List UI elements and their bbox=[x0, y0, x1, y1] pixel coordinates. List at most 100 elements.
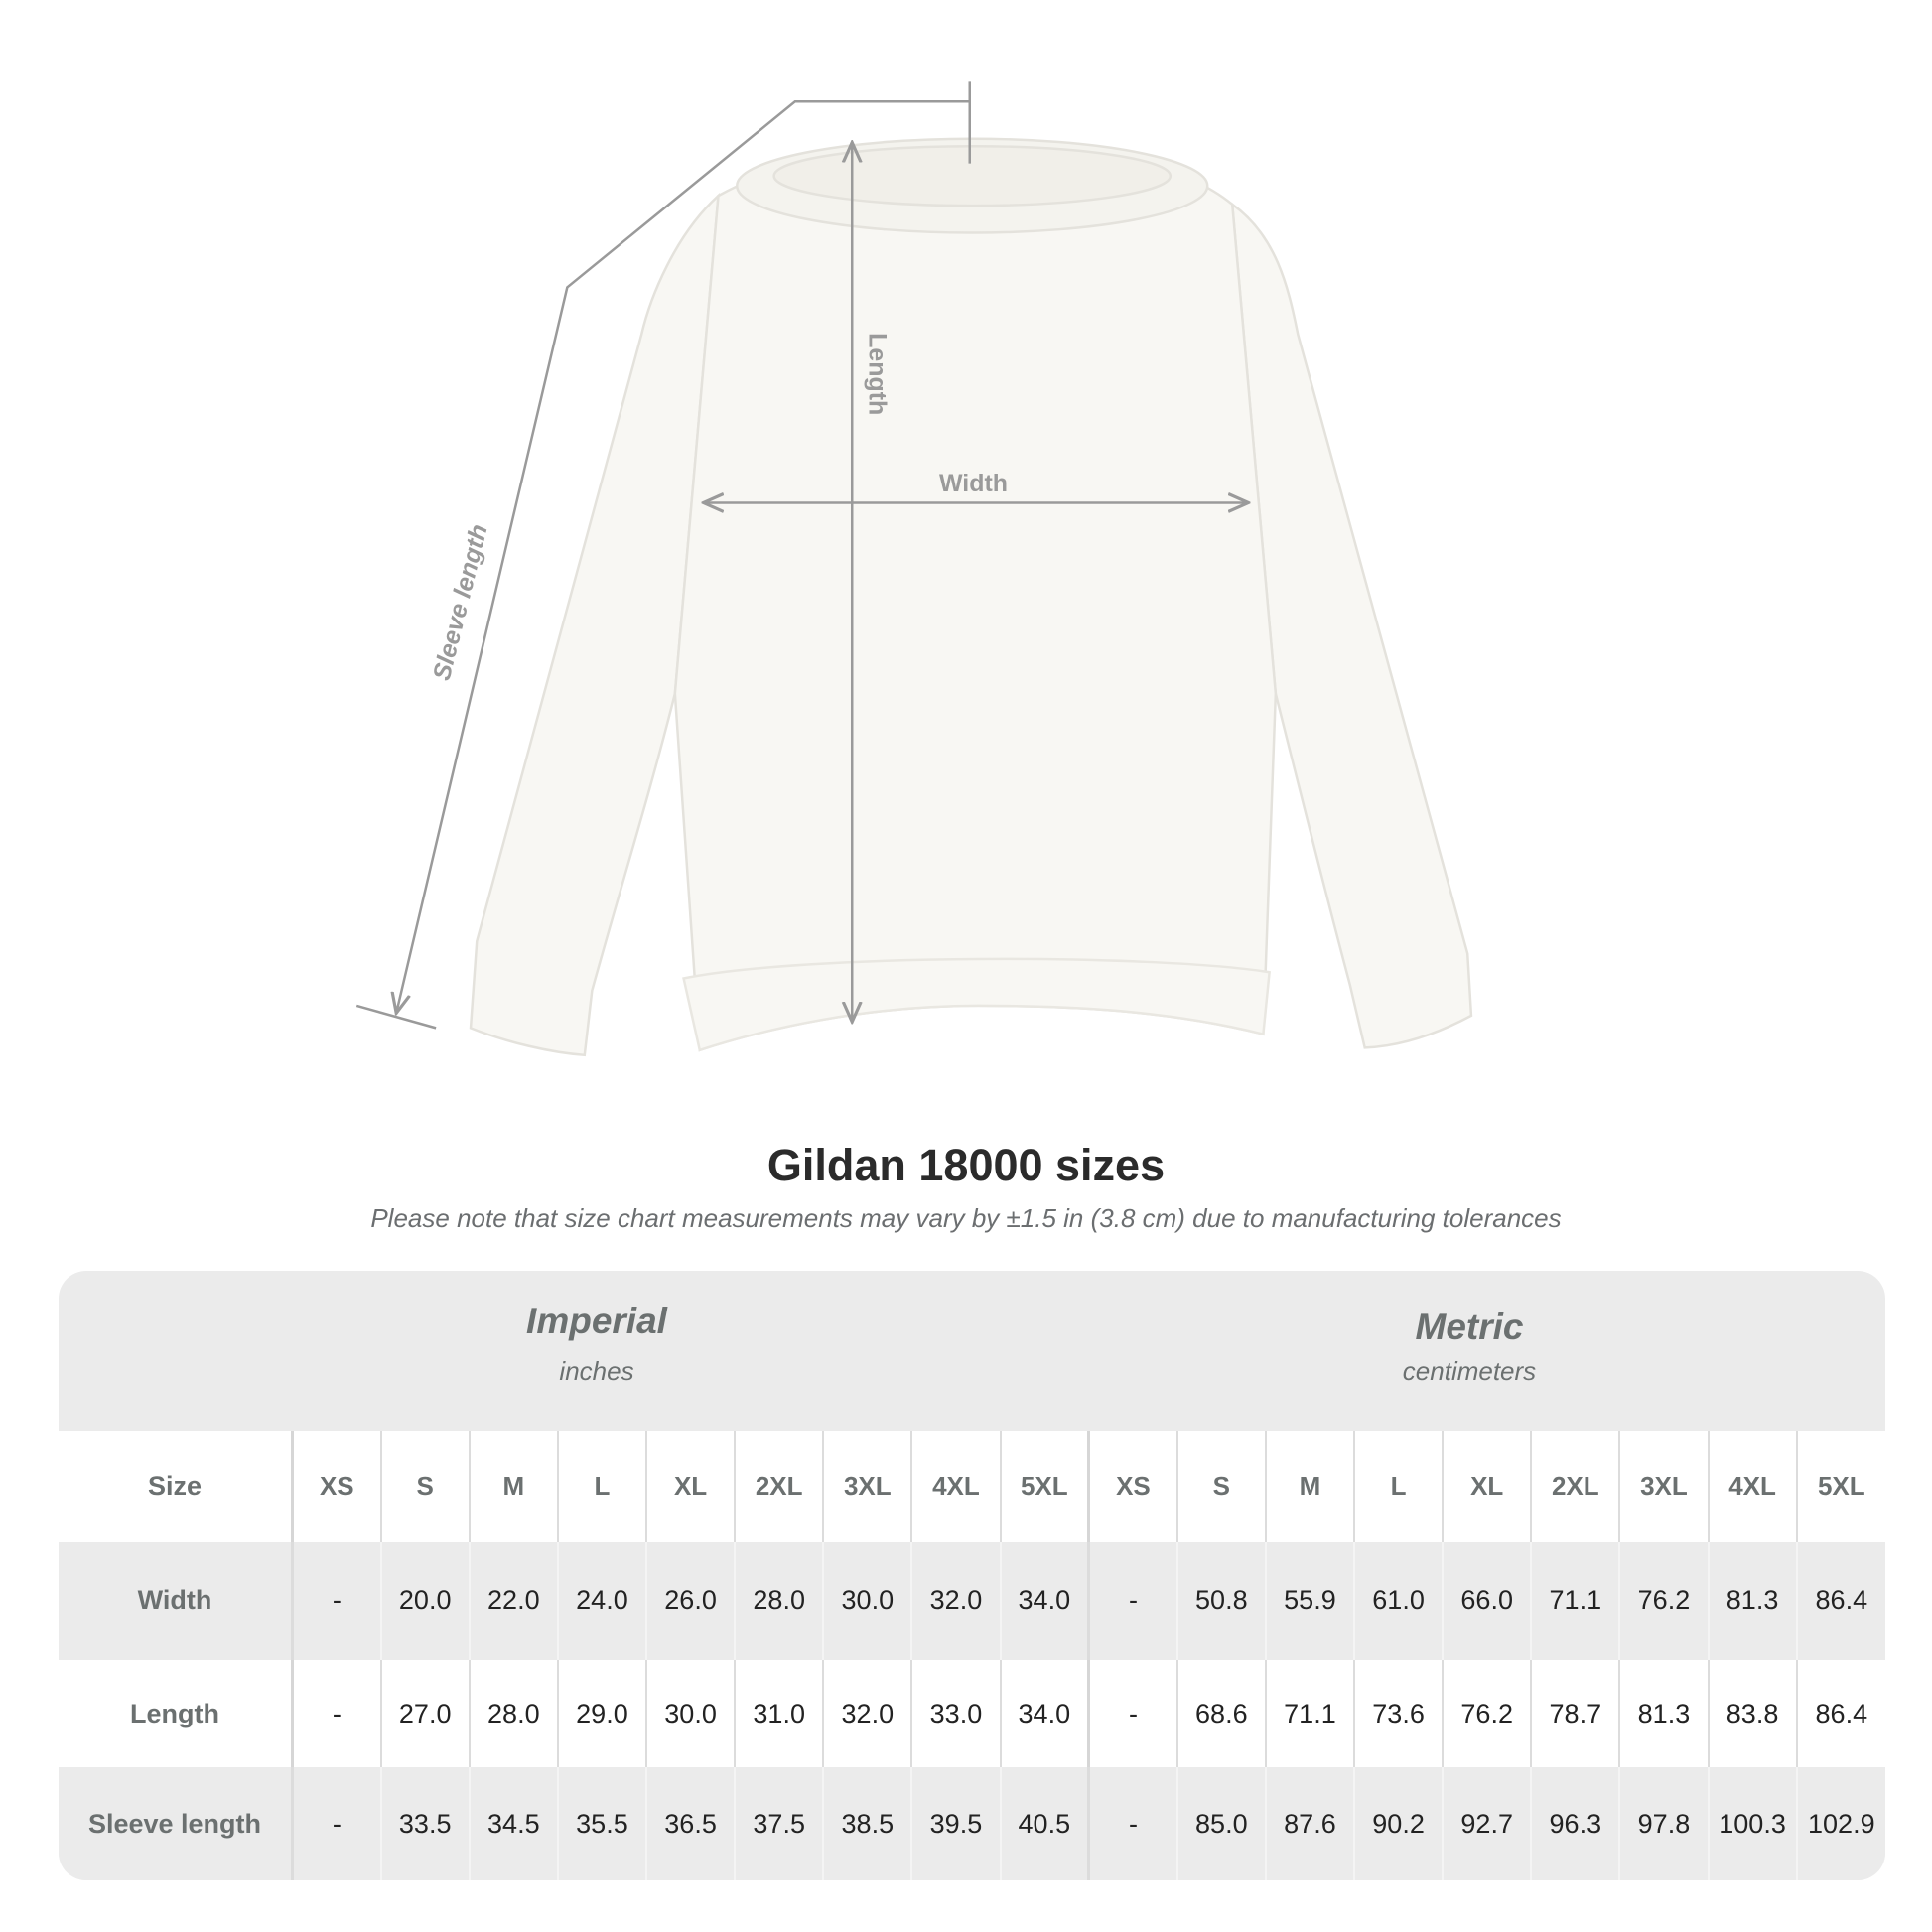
metric-size-header: L bbox=[1352, 1431, 1444, 1542]
table-row: Sleeve length -33.5 34.5 35.5 36.5 37.5 38.5 39… bbox=[59, 1767, 1885, 1880]
imperial-value-cell: 33.0 bbox=[910, 1660, 1001, 1767]
imperial-value-cell: 27.0 bbox=[379, 1660, 470, 1767]
tolerance-note: Please note that size chart measurements… bbox=[370, 1203, 1562, 1233]
metric-value-cell: 61.0 bbox=[1352, 1542, 1444, 1660]
metric-size-header: 4XL bbox=[1707, 1431, 1797, 1542]
imperial-value-cell: 34.0 bbox=[999, 1660, 1089, 1767]
metric-value-cell: 78.7 bbox=[1530, 1660, 1620, 1767]
row-label: Width bbox=[59, 1542, 294, 1660]
collar-inner bbox=[772, 144, 1173, 207]
sleeve-length-line bbox=[396, 100, 970, 1013]
imperial-value-cell: 28.0 bbox=[734, 1542, 824, 1660]
metric-value-cell: 87.6 bbox=[1264, 1767, 1354, 1880]
metric-value-cell: 66.0 bbox=[1442, 1542, 1532, 1660]
imperial-value-cell: 34.0 bbox=[999, 1542, 1089, 1660]
metric-value-cell: - bbox=[1087, 1767, 1177, 1880]
measurement-lines bbox=[355, 81, 1248, 1030]
metric-title: Metric bbox=[1415, 1307, 1524, 1347]
sleeve-length-label: Sleeve length bbox=[428, 521, 493, 683]
metric-size-header: 5XL bbox=[1795, 1431, 1885, 1542]
imperial-value-cell: 26.0 bbox=[644, 1542, 736, 1660]
imperial-value-cell: 36.5 bbox=[644, 1767, 736, 1880]
row-label: Length bbox=[59, 1660, 294, 1767]
imperial-value-cell: 37.5 bbox=[734, 1767, 824, 1880]
imperial-value-cell: 40.5 bbox=[999, 1767, 1089, 1880]
metric-unit: centimeters bbox=[1402, 1356, 1537, 1386]
imperial-value-cell: 33.5 bbox=[379, 1767, 470, 1880]
metric-value-cell: 100.3 bbox=[1707, 1767, 1797, 1880]
metric-value-cell: 83.8 bbox=[1707, 1660, 1797, 1767]
imperial-value-cell: 29.0 bbox=[556, 1660, 646, 1767]
metric-value-cell: 86.4 bbox=[1795, 1660, 1885, 1767]
metric-size-header: 2XL bbox=[1530, 1431, 1620, 1542]
metric-value-cell: 55.9 bbox=[1264, 1542, 1354, 1660]
imperial-title: Imperial bbox=[526, 1301, 667, 1341]
metric-size-header: XS bbox=[1087, 1431, 1177, 1542]
imperial-value-cell: 32.0 bbox=[822, 1660, 912, 1767]
row-label: Size bbox=[59, 1431, 294, 1542]
metric-size-header: 3XL bbox=[1618, 1431, 1709, 1542]
metric-value-cell: 81.3 bbox=[1707, 1542, 1797, 1660]
metric-value-cell: 68.6 bbox=[1175, 1660, 1266, 1767]
imperial-value-cell: 24.0 bbox=[556, 1542, 646, 1660]
imperial-size-header: XS bbox=[291, 1431, 381, 1542]
imperial-size-header: L bbox=[556, 1431, 646, 1542]
metric-value-cell: 97.8 bbox=[1618, 1767, 1709, 1880]
page-title: Gildan 18000 sizes bbox=[766, 1140, 1166, 1190]
imperial-unit: inches bbox=[559, 1356, 634, 1386]
metric-value-cell: 96.3 bbox=[1530, 1767, 1620, 1880]
imperial-value-cell: 20.0 bbox=[379, 1542, 470, 1660]
imperial-value-cell: 38.5 bbox=[822, 1767, 912, 1880]
imperial-value-cell: - bbox=[291, 1767, 381, 1880]
size-table: Size XS S M L XL 2XL 3XL 4XL 5XL XS S M L XL 2XL 3XL 4XL 5… bbox=[59, 1431, 1885, 1880]
metric-value-cell: 73.6 bbox=[1352, 1660, 1444, 1767]
imperial-value-cell: 34.5 bbox=[468, 1767, 558, 1880]
imperial-value-cell: 35.5 bbox=[556, 1767, 646, 1880]
metric-value-cell: 86.4 bbox=[1795, 1542, 1885, 1660]
metric-size-header: XL bbox=[1442, 1431, 1532, 1542]
metric-value-cell: 90.2 bbox=[1352, 1767, 1444, 1880]
right-sleeve bbox=[1230, 202, 1473, 1049]
imperial-value-cell: - bbox=[291, 1660, 381, 1767]
body bbox=[673, 142, 1278, 1052]
metric-value-cell: 81.3 bbox=[1618, 1660, 1709, 1767]
metric-value-cell: 85.0 bbox=[1175, 1767, 1266, 1880]
imperial-value-cell: 30.0 bbox=[822, 1542, 912, 1660]
imperial-value-cell: 32.0 bbox=[910, 1542, 1001, 1660]
imperial-value-cell: 22.0 bbox=[468, 1542, 558, 1660]
table-row: Length -27.0 28.0 29.0 30.0 31.0 32.0 33.0 34.0-… bbox=[59, 1660, 1885, 1767]
metric-value-cell: 76.2 bbox=[1442, 1660, 1532, 1767]
imperial-value-cell: - bbox=[291, 1542, 381, 1660]
length-label: Length bbox=[864, 333, 892, 415]
metric-value-cell: - bbox=[1087, 1660, 1177, 1767]
metric-value-cell: 102.9 bbox=[1795, 1767, 1885, 1880]
imperial-value-cell: 30.0 bbox=[644, 1660, 736, 1767]
metric-value-cell: 92.7 bbox=[1442, 1767, 1532, 1880]
imperial-size-header: S bbox=[379, 1431, 470, 1542]
imperial-value-cell: 31.0 bbox=[734, 1660, 824, 1767]
metric-header: Metric centimeters bbox=[973, 1307, 1885, 1387]
metric-value-cell: 50.8 bbox=[1175, 1542, 1266, 1660]
imperial-value-cell: 28.0 bbox=[468, 1660, 558, 1767]
imperial-size-header: M bbox=[468, 1431, 558, 1542]
size-header-row: Size XS S M L XL 2XL 3XL 4XL 5XL XS S M L XL 2XL 3XL 4XL 5… bbox=[59, 1431, 1885, 1542]
table-row: Width -20.0 22.0 24.0 26.0 28.0 30.0 32.0 34.0-5… bbox=[59, 1542, 1885, 1660]
sweatshirt-image bbox=[469, 137, 1473, 1057]
imperial-header: Imperial inches bbox=[100, 1301, 1093, 1387]
left-sleeve bbox=[469, 193, 721, 1057]
imperial-size-header: 5XL bbox=[999, 1431, 1089, 1542]
imperial-size-header: XL bbox=[644, 1431, 736, 1542]
sleeve-bottom-tick bbox=[355, 1004, 437, 1030]
metric-value-cell: 76.2 bbox=[1618, 1542, 1709, 1660]
width-label: Width bbox=[939, 470, 1008, 497]
imperial-size-header: 2XL bbox=[734, 1431, 824, 1542]
imperial-size-header: 3XL bbox=[822, 1431, 912, 1542]
metric-value-cell: - bbox=[1087, 1542, 1177, 1660]
metric-size-header: M bbox=[1264, 1431, 1354, 1542]
imperial-value-cell: 39.5 bbox=[910, 1767, 1001, 1880]
row-label: Sleeve length bbox=[59, 1767, 294, 1880]
metric-value-cell: 71.1 bbox=[1530, 1542, 1620, 1660]
waistband bbox=[682, 957, 1271, 1052]
size-chart: Imperial inches Metric centimeters Size X… bbox=[59, 1271, 1885, 1880]
